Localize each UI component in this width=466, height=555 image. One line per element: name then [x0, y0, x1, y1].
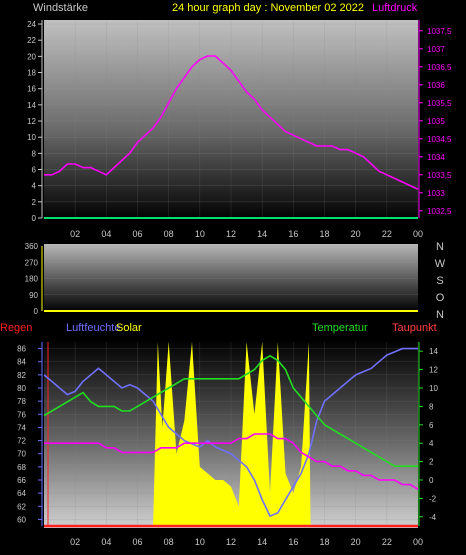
- top-time-tick-label: 18: [319, 229, 329, 239]
- wind-tick-label: 22: [27, 36, 36, 45]
- bottom-time-tick-label: 08: [164, 537, 174, 547]
- taupunkt-series-line: [44, 433, 419, 490]
- wind-axis-title: Windstärke: [33, 2, 88, 14]
- humidity-tick-label: 74: [17, 423, 26, 432]
- compass-label: N: [436, 309, 444, 321]
- temperature-tick-label: 10: [429, 384, 438, 393]
- pressure-tick-label: 1033,5: [427, 171, 452, 180]
- luftfeuchte-series-line: [43, 347, 418, 518]
- top-time-tick-label: 14: [257, 229, 267, 239]
- top-time-tick-label: 04: [101, 229, 111, 239]
- top-time-tick-label: 12: [226, 229, 236, 239]
- wind-tick-label: 16: [27, 85, 36, 94]
- pressure-tick-label: 1034,5: [427, 135, 452, 144]
- compass-label: S: [436, 275, 443, 287]
- direction-tick-label: 0: [34, 307, 39, 316]
- top-time-tick-label: 16: [288, 229, 298, 239]
- temperature-tick-label: 12: [429, 366, 438, 375]
- top-time-tick-label: 10: [195, 229, 205, 239]
- bottom-time-tick-label: 10: [195, 537, 205, 547]
- wind-tick-label: 8: [32, 149, 37, 158]
- pressure-tick-label: 1035: [427, 117, 445, 126]
- bottom-time-tick-label: 18: [319, 537, 329, 547]
- temperature-tick-label: -4: [429, 513, 437, 522]
- legend-taupunkt: Taupunkt: [392, 322, 437, 334]
- direction-panel-area: [44, 244, 418, 312]
- bottom-time-tick-label: 06: [132, 537, 142, 547]
- temperature-tick-label: 2: [429, 458, 434, 467]
- bottom-time-tick-label: 02: [70, 537, 80, 547]
- top-time-tick-label: 20: [351, 229, 361, 239]
- pressure-axis-title: Luftdruck: [372, 2, 418, 14]
- top-time-tick-label: 02: [70, 229, 80, 239]
- temperature-tick-label: 4: [429, 439, 434, 448]
- bottom-time-tick-label: 20: [351, 537, 361, 547]
- bottom-time-tick-label: 14: [257, 537, 267, 547]
- humidity-tick-label: 72: [17, 437, 26, 446]
- pressure-tick-label: 1037: [427, 45, 445, 54]
- solar-series-area: [44, 342, 418, 526]
- temperature-tick-label: 0: [429, 476, 434, 485]
- bottom-time-tick-label: 16: [288, 537, 298, 547]
- legend-temperatur: Temperatur: [312, 322, 368, 334]
- wind-tick-label: 0: [32, 214, 37, 223]
- humidity-tick-label: 82: [17, 371, 26, 380]
- humidity-tick-label: 70: [17, 450, 26, 459]
- top-panel-area: [44, 20, 418, 220]
- temperature-tick-label: 8: [429, 402, 434, 411]
- temperatur-series-line: [43, 354, 418, 468]
- pressure-tick-label: 1032,5: [427, 207, 452, 216]
- pressure-series-line: [44, 55, 419, 190]
- compass-label: O: [436, 292, 445, 304]
- direction-tick-label: 270: [25, 258, 39, 267]
- compass-label: N: [436, 241, 444, 253]
- temperature-tick-label: 6: [429, 421, 434, 430]
- legend-luftfeuchte: Luftfeuchte: [66, 322, 120, 334]
- wind-tick-label: 6: [32, 166, 37, 175]
- humidity-tick-label: 78: [17, 397, 26, 406]
- direction-tick-label: 180: [25, 275, 39, 284]
- pressure-tick-label: 1034: [427, 153, 445, 162]
- humidity-tick-label: 60: [17, 515, 26, 524]
- wind-tick-label: 18: [27, 69, 36, 78]
- pressure-tick-label: 1033: [427, 189, 445, 198]
- top-time-tick-label: 08: [164, 229, 174, 239]
- wind-tick-label: 10: [27, 133, 36, 142]
- humidity-tick-label: 76: [17, 410, 26, 419]
- humidity-tick-label: 62: [17, 502, 26, 511]
- wind-tick-label: 14: [27, 101, 36, 110]
- direction-tick-label: 90: [29, 291, 38, 300]
- wind-tick-label: 4: [32, 182, 37, 191]
- legend-regen: Regen: [0, 322, 32, 334]
- humidity-tick-label: 64: [17, 489, 26, 498]
- compass-label: W: [435, 258, 446, 270]
- wind-tick-label: 24: [27, 20, 36, 29]
- wind-tick-label: 20: [27, 52, 36, 61]
- direction-tick-label: 360: [25, 242, 39, 251]
- temperature-tick-label: 14: [429, 347, 438, 356]
- temperature-tick-label: -2: [429, 494, 437, 503]
- top-time-tick-label: 06: [132, 229, 142, 239]
- pressure-tick-label: 1036: [427, 81, 445, 90]
- humidity-tick-label: 68: [17, 463, 26, 472]
- humidity-tick-label: 84: [17, 358, 26, 367]
- humidity-tick-label: 66: [17, 476, 26, 485]
- bottom-time-tick-label: 12: [226, 537, 236, 547]
- wind-tick-label: 2: [32, 198, 37, 207]
- bottom-time-tick-label: 00: [413, 537, 423, 547]
- chart-title: 24 hour graph day : November 02 2022: [172, 2, 364, 14]
- top-time-tick-label: 00: [413, 229, 423, 239]
- humidity-tick-label: 80: [17, 384, 26, 393]
- bottom-time-tick-label: 04: [101, 537, 111, 547]
- humidity-tick-label: 86: [17, 345, 26, 354]
- wind-tick-label: 12: [27, 117, 36, 126]
- pressure-tick-label: 1035,5: [427, 99, 452, 108]
- bottom-time-tick-label: 22: [382, 537, 392, 547]
- legend-solar: Solar: [116, 322, 142, 334]
- pressure-tick-label: 1037,5: [427, 27, 452, 36]
- top-time-tick-label: 22: [382, 229, 392, 239]
- pressure-tick-label: 1036,5: [427, 63, 452, 72]
